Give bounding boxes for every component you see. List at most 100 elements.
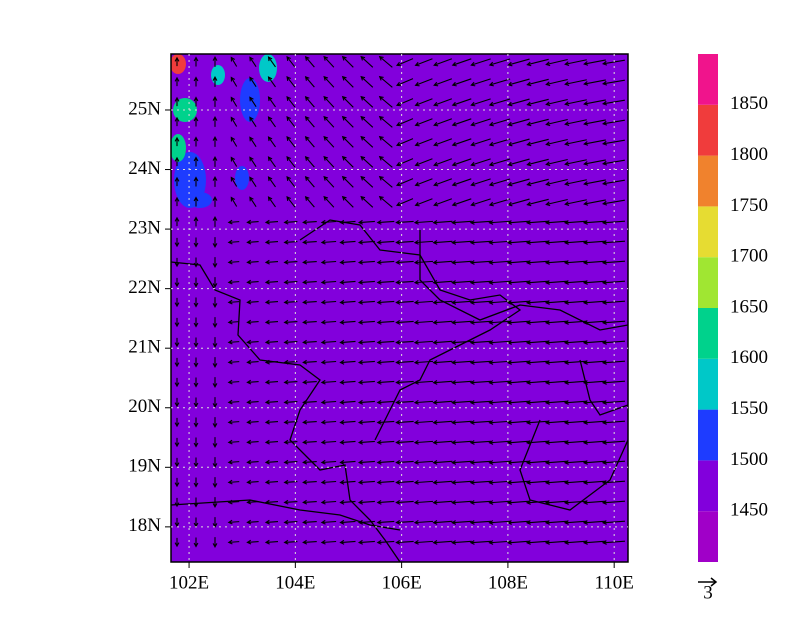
wind-arrow bbox=[341, 195, 354, 208]
wind-arrow bbox=[249, 116, 257, 128]
wind-arrow bbox=[174, 176, 180, 187]
colorbar-segment bbox=[698, 358, 718, 410]
wind-arrow bbox=[227, 319, 240, 325]
wind-arrow bbox=[174, 257, 180, 268]
wind-arrow bbox=[212, 175, 218, 187]
wind-arrow bbox=[470, 138, 491, 147]
wind-arrow bbox=[341, 75, 354, 88]
wind-arrow bbox=[395, 479, 414, 485]
wind-arrow bbox=[249, 196, 257, 208]
wind-arrow bbox=[246, 479, 259, 485]
wind-arrow bbox=[174, 196, 180, 207]
wind-arrow bbox=[545, 198, 568, 207]
wind-arrow bbox=[414, 138, 433, 147]
wind-arrow bbox=[320, 239, 337, 245]
wind-arrow bbox=[488, 340, 511, 345]
wind-arrow bbox=[544, 420, 569, 425]
wind-arrow bbox=[451, 400, 472, 405]
x-tick-label: 108E bbox=[488, 572, 528, 593]
wind-arrow bbox=[432, 540, 453, 545]
wind-arrow bbox=[582, 220, 607, 225]
wind-arrow bbox=[283, 319, 298, 325]
wind-arrow bbox=[246, 239, 259, 245]
wind-arrow bbox=[341, 175, 354, 188]
wind-arrow bbox=[563, 540, 588, 545]
wind-arrow bbox=[507, 98, 530, 107]
wind-arrow bbox=[506, 440, 530, 445]
background-field bbox=[171, 54, 628, 562]
wind-arrow bbox=[451, 340, 472, 345]
wind-arrow bbox=[395, 58, 414, 67]
wind-arrow bbox=[451, 440, 472, 445]
wind-arrow bbox=[376, 439, 395, 445]
wind-arrow bbox=[376, 339, 395, 345]
wind-arrow bbox=[563, 400, 588, 405]
wind-arrow bbox=[341, 115, 354, 128]
wind-arrow bbox=[249, 176, 257, 188]
wind-arrow bbox=[264, 459, 279, 465]
wind-arrow bbox=[525, 460, 550, 465]
wind-arrow bbox=[341, 55, 354, 68]
colorbar-label: 1750 bbox=[730, 195, 768, 216]
wind-arrow bbox=[451, 420, 472, 425]
wind-arrow bbox=[323, 75, 335, 88]
wind-arrow bbox=[506, 480, 530, 485]
wind-arrow bbox=[488, 460, 511, 465]
wind-arrow bbox=[488, 440, 511, 445]
wind-arrow bbox=[320, 299, 337, 305]
wind-arrow bbox=[193, 136, 199, 147]
wind-arrow bbox=[286, 156, 296, 168]
wind-arrow bbox=[249, 56, 257, 68]
wind-arrow bbox=[506, 500, 530, 505]
wind-arrow bbox=[583, 79, 606, 86]
wind-arrow bbox=[323, 195, 335, 208]
wind-arrow bbox=[395, 118, 414, 127]
wind-arrow bbox=[193, 176, 199, 187]
wind-arrow bbox=[320, 279, 337, 285]
wind-arrow bbox=[376, 279, 395, 285]
wind-arrow bbox=[563, 440, 588, 445]
wind-arrow bbox=[302, 299, 317, 305]
wind-arrow bbox=[323, 55, 335, 68]
wind-arrow bbox=[174, 457, 180, 468]
wind-arrow bbox=[212, 55, 218, 67]
wind-arrow bbox=[545, 178, 568, 187]
wind-arrow bbox=[267, 56, 276, 68]
wind-arrow bbox=[376, 299, 395, 305]
colorbar-segment bbox=[698, 104, 718, 156]
wind-arrow bbox=[526, 198, 549, 207]
wind-arrow bbox=[432, 300, 453, 305]
wind-arrow bbox=[320, 259, 337, 265]
wind-arrow bbox=[545, 58, 568, 67]
wind-arrow bbox=[212, 477, 218, 489]
reference-vector-label: 3 bbox=[703, 582, 713, 603]
colorbar-label: 1450 bbox=[730, 500, 768, 521]
wind-arrow bbox=[264, 419, 279, 425]
colorbar-segment bbox=[698, 206, 718, 258]
wind-arrow bbox=[286, 76, 296, 88]
wind-arrow bbox=[376, 479, 395, 485]
wind-arrow bbox=[357, 279, 375, 285]
wind-arrow bbox=[302, 519, 317, 525]
wind-arrow bbox=[378, 75, 393, 88]
wind-arrow bbox=[320, 319, 337, 325]
wind-arrow bbox=[174, 377, 180, 388]
wind-arrow bbox=[526, 58, 549, 67]
colorbar-segment bbox=[698, 155, 718, 207]
wind-arrow bbox=[451, 158, 472, 167]
wind-arrow bbox=[212, 257, 218, 269]
wind-arrow bbox=[283, 379, 298, 385]
wind-arrow bbox=[395, 459, 414, 465]
wind-arrow bbox=[302, 259, 317, 265]
wind-arrow bbox=[451, 480, 472, 485]
wind-arrow bbox=[433, 98, 453, 107]
wind-arrow bbox=[357, 419, 375, 425]
wind-arrow bbox=[413, 500, 434, 505]
wind-arrow bbox=[357, 479, 375, 485]
wind-arrow bbox=[414, 58, 433, 67]
wind-arrow bbox=[341, 135, 354, 148]
wind-arrow bbox=[267, 136, 276, 148]
wind-arrow bbox=[174, 417, 180, 428]
wind-arrow bbox=[563, 240, 588, 245]
wind-arrow bbox=[451, 360, 472, 365]
